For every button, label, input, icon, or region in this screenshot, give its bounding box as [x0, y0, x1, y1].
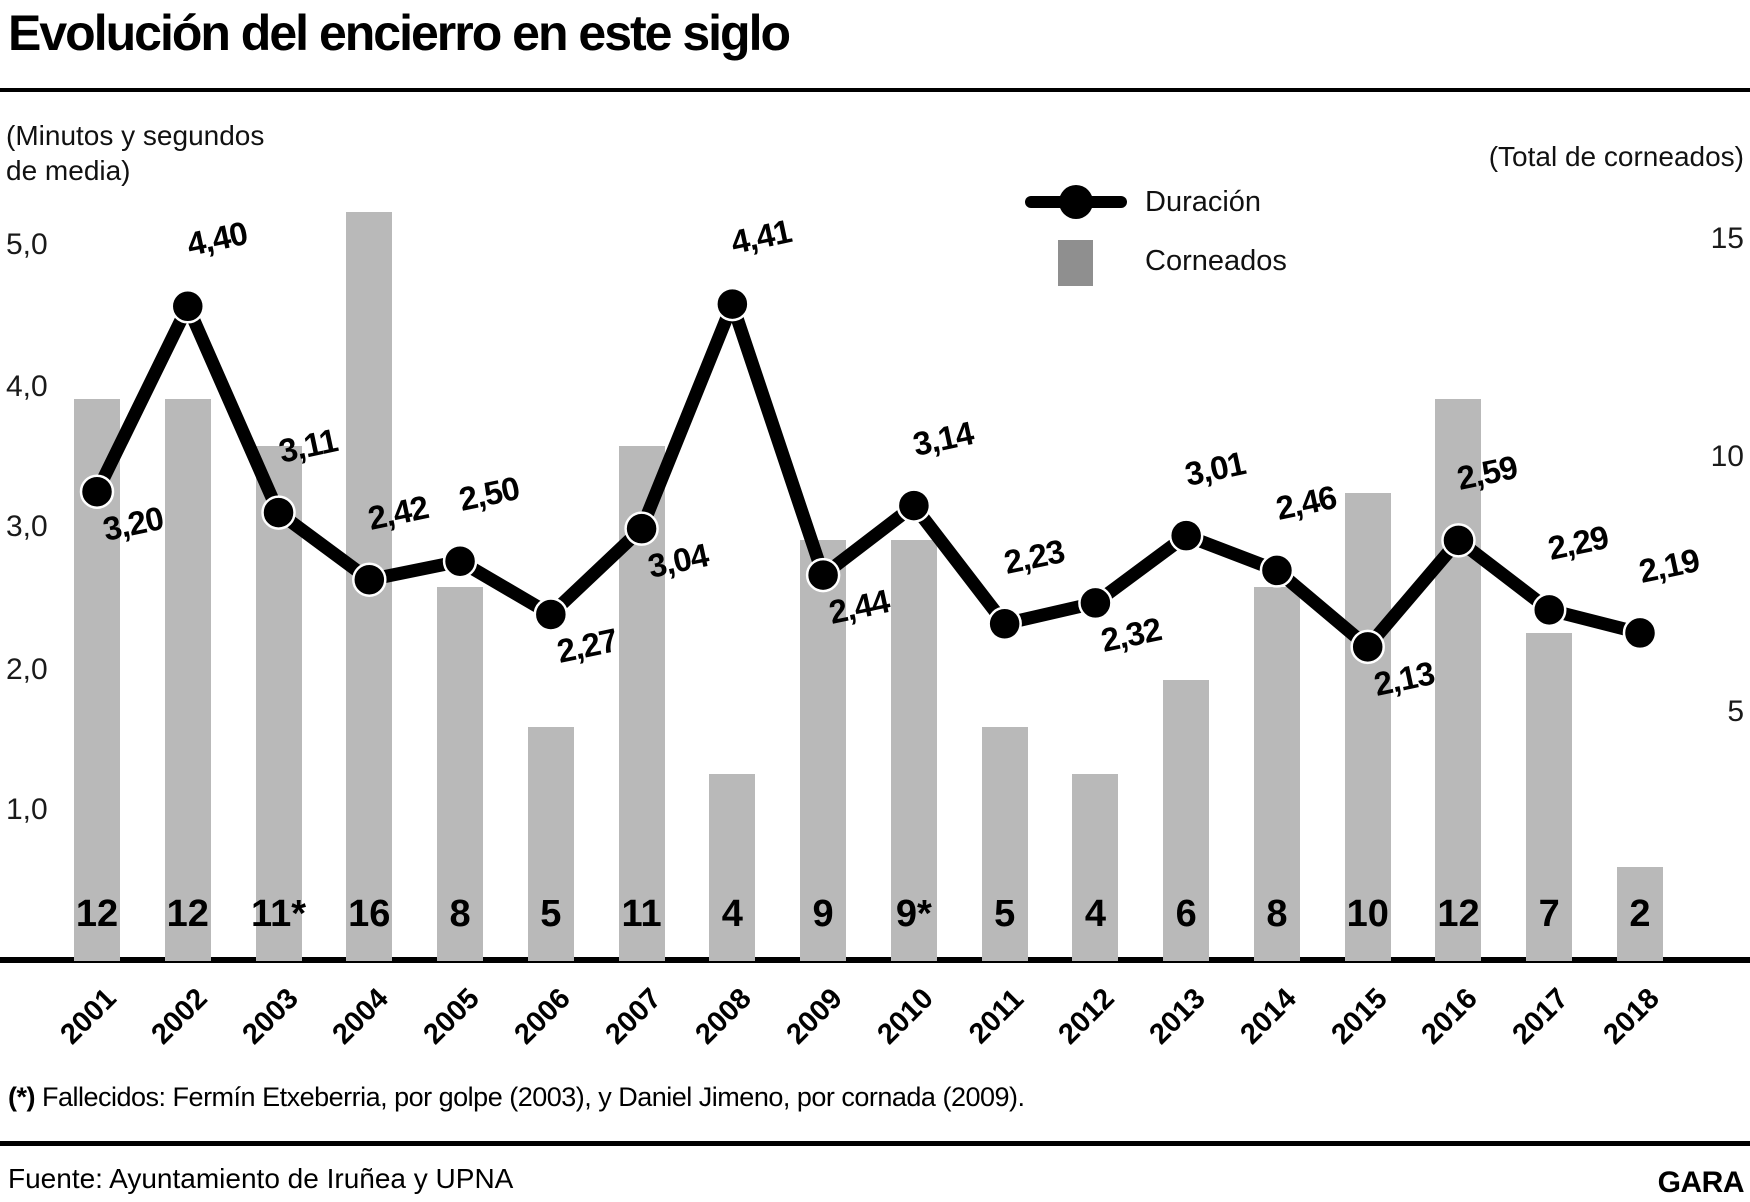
bar-2011 — [981, 727, 1028, 961]
duration-point — [261, 495, 296, 530]
duration-point — [624, 511, 659, 546]
bar-value-label: 2 — [1629, 893, 1651, 935]
left-axis-title-line2: de media) — [6, 155, 131, 186]
left-axis-title-line1: (Minutos y segundos — [6, 120, 265, 151]
footnote: (*) Fallecidos: Fermín Etxeberria, por g… — [8, 1080, 1025, 1114]
bar-value-label: 8 — [449, 893, 471, 935]
bar-2002 — [164, 399, 211, 961]
page-title: Evolución del encierro en este siglo — [8, 5, 791, 61]
duration-point — [715, 286, 750, 322]
duration-point — [1078, 585, 1113, 621]
x-axis-line — [0, 957, 1750, 963]
bar-2009 — [800, 539, 847, 961]
bar-2010 — [890, 539, 937, 961]
duration-point — [896, 488, 932, 523]
footnote-text: Fallecidos: Fermín Etxeberria, por golpe… — [35, 1082, 1025, 1112]
brand-logo: GARA — [1657, 1166, 1745, 1199]
legend-label-duracion: Duración — [1145, 186, 1262, 218]
bar-value-label: 11 — [621, 893, 662, 935]
footer-divider — [0, 1141, 1750, 1146]
left-axis-tick: 5,0 — [6, 228, 48, 261]
bar-value-label: 10 — [1346, 893, 1389, 935]
bar-2014 — [1253, 586, 1300, 961]
bar-value-label: 12 — [75, 893, 119, 935]
bar-2005 — [437, 586, 484, 961]
duration-point — [533, 597, 569, 632]
duration-point — [1259, 553, 1295, 588]
title-divider — [0, 88, 1750, 92]
duration-point — [1441, 523, 1476, 558]
right-axis-tick: 15 — [1710, 222, 1744, 255]
legend-dot-icon — [1059, 185, 1093, 219]
bar-value-label: 16 — [348, 893, 391, 935]
bar-2006 — [527, 727, 574, 961]
duration-point — [1350, 629, 1385, 665]
bar-value-label: 5 — [540, 893, 562, 935]
bar-2013 — [1163, 680, 1210, 961]
bar-value-label: 11* — [251, 893, 306, 935]
legend-bar-swatch — [1058, 240, 1093, 286]
left-axis-tick: 1,0 — [6, 793, 48, 826]
bar-2016 — [1435, 399, 1482, 961]
footnote-star: (*) — [8, 1082, 36, 1112]
source-credit: Fuente: Ayuntamiento de Iruñea y UPNA — [8, 1163, 514, 1194]
bar-value-label: 12 — [1437, 893, 1480, 935]
duration-line — [90, 297, 1647, 654]
duration-point — [987, 606, 1022, 642]
bar-2017 — [1526, 633, 1573, 961]
bar-2012 — [1072, 773, 1119, 961]
bar-value-label: 4 — [1084, 893, 1106, 935]
duration-point — [79, 474, 115, 509]
right-axis-title: (Total de corneados) — [1488, 141, 1744, 172]
bar-2015 — [1344, 493, 1391, 961]
duration-point — [442, 543, 478, 579]
duration-point — [170, 289, 206, 324]
duration-point — [352, 562, 387, 597]
bar-value-label: 12 — [166, 893, 209, 935]
left-axis-title: (Minutos y segundos de media) — [6, 118, 264, 188]
bar-value-label: 9* — [895, 893, 932, 935]
bar-2018 — [1617, 867, 1663, 961]
duration-point — [805, 557, 841, 593]
left-axis-tick: 2,0 — [6, 653, 48, 686]
duration-point — [1168, 518, 1204, 553]
bar-2008 — [709, 773, 756, 961]
right-axis-tick: 10 — [1710, 440, 1744, 473]
bar-value-label: 4 — [721, 893, 743, 935]
duration-point — [1531, 592, 1567, 628]
bar-value-label: 5 — [994, 893, 1016, 935]
left-axis-tick: 3,0 — [6, 510, 48, 543]
bar-value-label: 6 — [1175, 893, 1197, 935]
legend-label-corneados: Corneados — [1145, 245, 1287, 277]
duration-point — [1622, 615, 1658, 651]
right-axis-tick: 5 — [1727, 695, 1744, 728]
bar-value-label: 7 — [1538, 893, 1560, 935]
left-axis-tick: 4,0 — [6, 370, 48, 403]
bar-value-label: 8 — [1266, 893, 1288, 935]
bar-value-label: 9 — [812, 893, 834, 935]
bar-2003 — [255, 446, 302, 961]
